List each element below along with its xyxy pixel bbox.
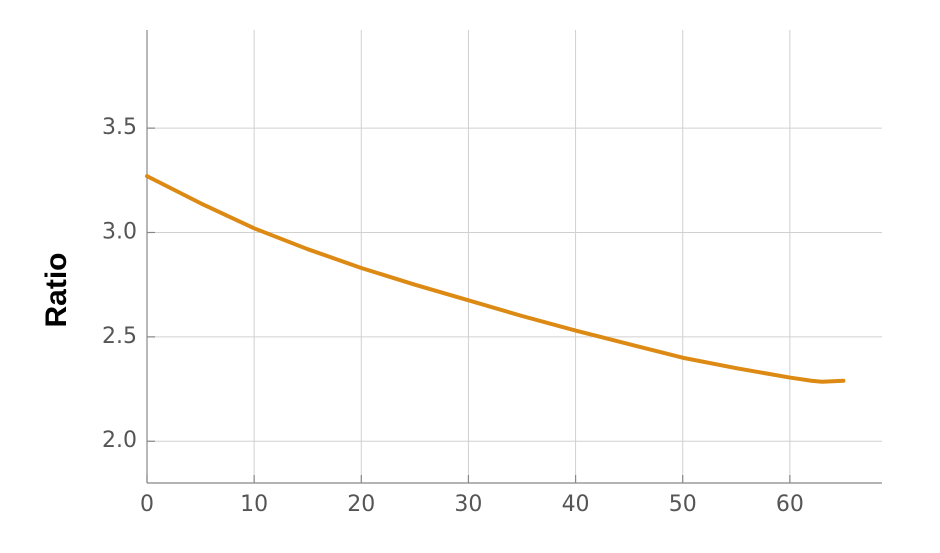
x-tick-label: 30 — [454, 492, 482, 517]
data-line — [145, 174, 846, 384]
y-tick-label: 2.5 — [102, 324, 137, 349]
y-tick-label: 3.5 — [102, 115, 137, 140]
x-tick-label: 40 — [562, 492, 590, 517]
x-tick-label: 20 — [347, 492, 375, 517]
x-tick-label: 50 — [669, 492, 697, 517]
y-axis-label: Ratio — [40, 253, 73, 328]
y-tick-label: 2.0 — [102, 428, 137, 453]
x-tick-label: 0 — [140, 492, 154, 517]
x-tick-label: 10 — [240, 492, 268, 517]
x-tick-label: 60 — [776, 492, 804, 517]
y-tick-label: 3.0 — [102, 219, 137, 244]
